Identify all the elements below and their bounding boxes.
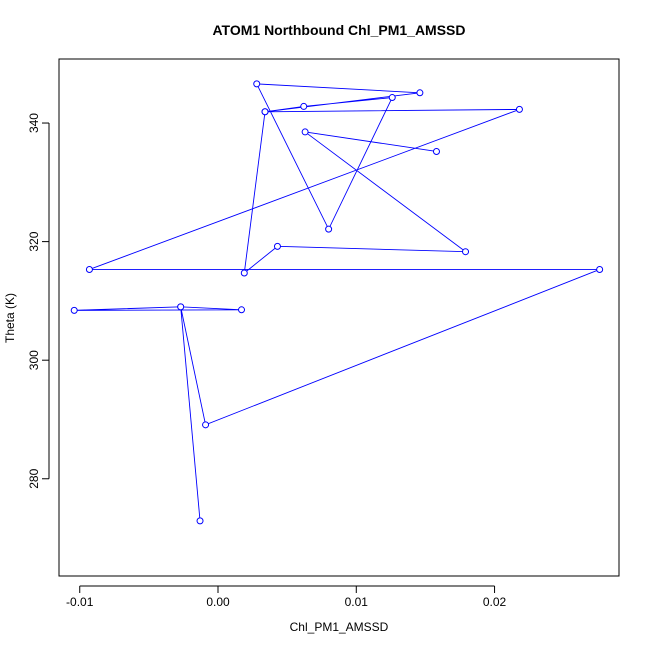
plot-frame: [58, 58, 620, 577]
data-point: [300, 102, 308, 110]
y-tick-label: 320: [27, 231, 41, 251]
x-tick-label: 0.00: [206, 595, 230, 609]
y-axis-label: Theta (K): [3, 293, 17, 343]
data-point: [325, 225, 333, 233]
data-point: [301, 128, 309, 136]
data-point: [273, 242, 281, 250]
data-point: [70, 306, 78, 314]
data-point: [240, 269, 248, 277]
x-tick-label: 0.02: [483, 595, 507, 609]
data-point: [432, 147, 440, 155]
data-series: [70, 80, 604, 525]
data-point: [515, 105, 523, 113]
y-tick-label: 300: [27, 350, 41, 370]
data-point: [238, 306, 246, 314]
data-point: [416, 89, 424, 97]
chart-title: ATOM1 Northbound Chl_PM1_AMSSD: [212, 22, 465, 38]
series-line: [74, 83, 600, 521]
x-tick-label: 0.01: [345, 595, 369, 609]
x-axis: -0.01 0.00 0.01 0.02: [66, 585, 507, 609]
data-point: [196, 517, 204, 525]
data-point: [388, 94, 396, 102]
data-point: [462, 248, 470, 256]
data-point: [177, 303, 185, 311]
x-tick-label: -0.01: [66, 595, 94, 609]
y-axis: 280 300 320 340: [27, 113, 50, 489]
data-point: [85, 265, 93, 273]
data-point: [261, 108, 269, 116]
data-point: [596, 265, 604, 273]
data-point: [202, 421, 210, 429]
x-axis-label: Chl_PM1_AMSSD: [290, 620, 389, 634]
y-tick-label: 340: [27, 113, 41, 133]
data-point: [253, 80, 261, 88]
y-tick-label: 280: [27, 468, 41, 488]
